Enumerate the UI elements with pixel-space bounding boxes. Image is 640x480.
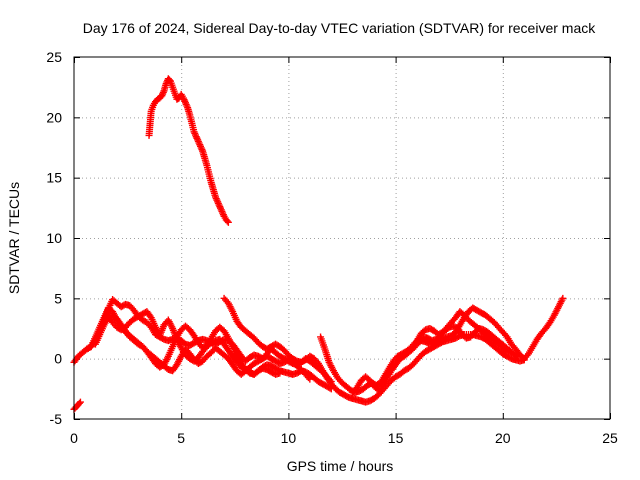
data-point bbox=[180, 96, 188, 104]
y-tick-label: 0 bbox=[54, 351, 62, 367]
data-point bbox=[181, 99, 189, 107]
data-points bbox=[70, 75, 567, 413]
data-point bbox=[191, 131, 199, 139]
data-point bbox=[197, 144, 205, 152]
data-point bbox=[196, 141, 204, 149]
data-point bbox=[215, 201, 223, 209]
y-tick-label: -5 bbox=[50, 411, 63, 427]
data-point bbox=[193, 134, 201, 142]
data-point bbox=[158, 92, 166, 100]
y-tick-label: 10 bbox=[46, 230, 62, 246]
data-point bbox=[191, 129, 199, 137]
x-tick-label: 15 bbox=[388, 430, 404, 446]
x-axis-label: GPS time / hours bbox=[287, 458, 394, 474]
data-point bbox=[159, 90, 167, 98]
data-point bbox=[214, 198, 222, 206]
data-point bbox=[192, 133, 200, 141]
data-point bbox=[190, 128, 198, 136]
x-tick-label: 0 bbox=[70, 430, 78, 446]
data-point bbox=[75, 399, 83, 407]
data-point bbox=[223, 217, 231, 225]
y-tick-label: 5 bbox=[54, 290, 62, 306]
x-tick-label: 10 bbox=[281, 430, 297, 446]
data-point bbox=[212, 193, 220, 201]
y-tick-label: 25 bbox=[46, 49, 62, 65]
axis-ticks: 0 5 10 15 20 25 -5 0 5 10 15 20 25 bbox=[46, 49, 618, 446]
data-point bbox=[224, 218, 232, 226]
data-point bbox=[214, 199, 222, 207]
data-point bbox=[216, 203, 224, 211]
data-point bbox=[218, 207, 226, 215]
data-point bbox=[159, 88, 167, 96]
data-point bbox=[194, 137, 202, 145]
y-tick-label: 15 bbox=[46, 170, 62, 186]
data-point bbox=[182, 100, 190, 108]
x-tick-label: 25 bbox=[602, 430, 618, 446]
data-point bbox=[213, 196, 221, 204]
y-tick-label: 20 bbox=[46, 109, 62, 125]
series-track-d bbox=[104, 308, 284, 378]
series-daytime-arc bbox=[145, 75, 232, 226]
data-point bbox=[559, 294, 567, 302]
data-point bbox=[194, 136, 202, 144]
series-track-g bbox=[349, 294, 567, 396]
data-point bbox=[306, 375, 314, 383]
data-point bbox=[276, 369, 284, 377]
data-point bbox=[183, 102, 191, 110]
data-point bbox=[179, 94, 187, 102]
x-tick-label: 5 bbox=[177, 430, 185, 446]
data-point bbox=[196, 142, 204, 150]
data-point bbox=[198, 146, 206, 154]
data-point bbox=[217, 204, 225, 212]
chart-title: Day 176 of 2024, Sidereal Day-to-day VTE… bbox=[83, 20, 596, 36]
data-point bbox=[507, 349, 515, 357]
data-point bbox=[181, 97, 189, 105]
series-track-h bbox=[413, 308, 515, 357]
plot-frame bbox=[73, 56, 611, 420]
data-point bbox=[195, 139, 203, 147]
data-point bbox=[304, 374, 312, 382]
x-tick-label: 20 bbox=[495, 430, 511, 446]
series-early-start bbox=[70, 398, 84, 413]
data-point bbox=[217, 206, 225, 214]
data-point bbox=[212, 195, 220, 203]
grid bbox=[74, 57, 610, 419]
y-axis-label: SDTVAR / TECUs bbox=[6, 182, 22, 294]
data-point bbox=[219, 209, 227, 217]
data-point bbox=[76, 398, 84, 406]
